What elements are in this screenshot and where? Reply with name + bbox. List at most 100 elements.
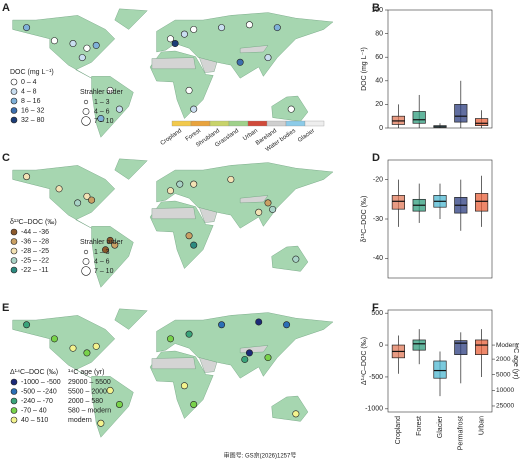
legend-swatch bbox=[10, 266, 18, 274]
site bbox=[106, 236, 114, 244]
site bbox=[106, 86, 114, 94]
panel-letter: C bbox=[2, 152, 10, 164]
desert bbox=[151, 57, 196, 70]
size-swatch bbox=[83, 99, 89, 105]
legend-swatch bbox=[10, 416, 18, 424]
legend-swatch bbox=[10, 378, 18, 386]
y2-tick-label: 2000 bbox=[496, 356, 511, 363]
site bbox=[176, 180, 184, 188]
y2-tick-label: 10000 bbox=[496, 387, 514, 394]
y-tick-label: 500 bbox=[371, 310, 383, 317]
landcover-swatch bbox=[209, 120, 230, 127]
legend-label: -25 – -22 bbox=[21, 257, 49, 264]
landcover-swatch bbox=[190, 120, 211, 127]
legend-title: ¹⁴C age (yr) bbox=[68, 369, 104, 376]
y-tick-label: 60 bbox=[375, 54, 383, 61]
legend-swatch bbox=[10, 407, 18, 414]
legend-swatch bbox=[10, 78, 18, 86]
landcover-swatch bbox=[266, 120, 287, 127]
legend-swatch bbox=[10, 238, 18, 245]
site bbox=[190, 25, 198, 33]
panel-letter: B bbox=[372, 2, 380, 14]
y-axis-label: DOC (mg L⁻¹) bbox=[361, 47, 368, 91]
size-swatch bbox=[81, 266, 91, 276]
legend-swatch bbox=[10, 97, 18, 105]
landmass bbox=[12, 315, 116, 379]
site bbox=[167, 335, 175, 343]
site bbox=[69, 40, 77, 48]
site bbox=[269, 205, 277, 213]
site bbox=[283, 321, 291, 329]
site bbox=[92, 342, 100, 350]
legend-swatch bbox=[10, 228, 18, 236]
site bbox=[50, 37, 58, 45]
site bbox=[23, 173, 31, 181]
site bbox=[180, 30, 188, 38]
site bbox=[292, 255, 300, 263]
box bbox=[412, 111, 426, 124]
landcover-swatch bbox=[228, 120, 249, 127]
legend-label: modern bbox=[68, 417, 92, 424]
size-swatch bbox=[82, 108, 90, 115]
legend-swatch bbox=[10, 88, 18, 95]
legend-label: 1 – 3 bbox=[94, 249, 110, 256]
legend-swatch bbox=[10, 116, 18, 124]
site bbox=[264, 54, 272, 62]
legend-label: 5500 – 2000 bbox=[68, 388, 107, 395]
box bbox=[475, 339, 489, 355]
desert bbox=[239, 195, 269, 204]
site bbox=[97, 419, 105, 427]
legend-label: 8 – 16 bbox=[21, 98, 41, 105]
landcover-swatch bbox=[171, 120, 192, 127]
plot-frame bbox=[387, 309, 493, 413]
box bbox=[454, 340, 468, 355]
site bbox=[218, 24, 226, 32]
desert bbox=[198, 207, 218, 223]
site bbox=[255, 208, 263, 216]
y-tick-label: -20 bbox=[373, 177, 383, 184]
y-tick-label: -30 bbox=[373, 216, 383, 223]
legend-label: 32 – 80 bbox=[21, 117, 44, 124]
x-tick-label: Permafrost bbox=[458, 416, 465, 450]
size-swatch bbox=[82, 258, 90, 265]
site bbox=[97, 115, 105, 123]
box bbox=[412, 339, 426, 351]
site bbox=[74, 199, 82, 207]
legend-label: 4 – 8 bbox=[21, 88, 37, 95]
legend-swatch bbox=[10, 388, 18, 395]
landcover-label: Glacier bbox=[297, 128, 316, 144]
panel-letter: D bbox=[372, 152, 380, 164]
site bbox=[88, 196, 96, 204]
box bbox=[475, 193, 489, 212]
legend-swatch bbox=[10, 257, 18, 264]
legend-label: 40 – 510 bbox=[21, 417, 48, 424]
desert bbox=[198, 357, 218, 373]
legend-swatch bbox=[10, 397, 18, 405]
site bbox=[78, 54, 86, 62]
site bbox=[23, 24, 31, 32]
legend-label: 29000 – 5500 bbox=[68, 379, 111, 386]
box bbox=[391, 195, 405, 210]
landmass bbox=[114, 8, 148, 30]
legend-label: -28 – -25 bbox=[21, 248, 49, 255]
legend-label: -44 – -36 bbox=[21, 229, 49, 236]
site bbox=[185, 86, 193, 94]
site bbox=[102, 246, 110, 254]
site bbox=[245, 349, 253, 357]
site bbox=[106, 386, 114, 394]
box bbox=[475, 118, 489, 126]
site bbox=[190, 400, 198, 408]
site bbox=[69, 344, 77, 352]
y-tick-label: -500 bbox=[369, 374, 383, 381]
x-tick-label: Urban bbox=[478, 416, 485, 435]
site bbox=[171, 40, 179, 48]
site bbox=[185, 330, 193, 338]
site bbox=[111, 241, 119, 249]
landmass bbox=[91, 226, 134, 288]
y-axis-label: δ¹³C–DOC (‰) bbox=[361, 196, 368, 243]
landmass bbox=[156, 12, 334, 79]
site bbox=[218, 321, 226, 329]
legend-label: 580 – modern bbox=[68, 407, 111, 414]
x-tick-label: Forest bbox=[416, 416, 423, 436]
legend-label: -500 – -240 bbox=[21, 388, 57, 395]
